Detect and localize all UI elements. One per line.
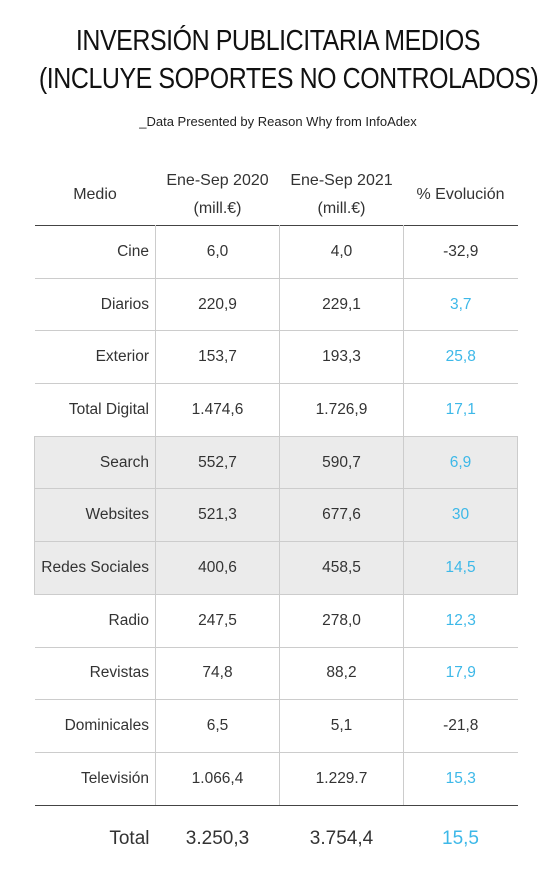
total-2020: 3.250,3 — [185, 827, 250, 849]
table-header-row: Medio Ene-Sep 2020 (mill.€) Ene-Sep 2021… — [35, 165, 518, 226]
total-row: Total 3.250,3 3.754,4 15,5 — [35, 805, 518, 872]
row-2021: 278,0 — [279, 593, 404, 648]
row-2020: 521,3 — [155, 488, 280, 543]
row-evolucion: 12,3 — [403, 593, 518, 648]
row-medio: Dominicales — [34, 699, 156, 753]
table-row: Diarios 220,9 229,1 3,7 — [34, 277, 518, 332]
row-evolucion: 15,3 — [403, 751, 518, 806]
title-line-1: INVERSIÓN PUBLICITARIA MEDIOS — [75, 25, 481, 57]
row-2021: 193,3 — [279, 330, 404, 385]
row-2020: 6,5 — [155, 699, 280, 753]
table-row: Total Digital 1.474,6 1.726,9 17,1 — [34, 383, 518, 437]
subtitle: _Data Presented by Reason Why from InfoA… — [139, 114, 417, 129]
row-medio: Cine — [34, 225, 156, 279]
row-medio: Websites — [34, 488, 156, 543]
row-2021: 1.726,9 — [279, 383, 404, 437]
row-evolucion: 6,9 — [403, 435, 518, 490]
row-2020: 74,8 — [155, 646, 280, 701]
table-row: Revistas 74,8 88,2 17,9 — [34, 646, 518, 701]
header-medio: Medio — [73, 186, 117, 203]
table-row: Search 552,7 590,7 6,9 — [34, 435, 518, 490]
row-evolucion: -21,8 — [403, 699, 518, 753]
row-2021: 1.229.7 — [279, 751, 404, 806]
table-row: Exterior 153,7 193,3 25,8 — [34, 330, 518, 385]
row-2020: 247,5 — [155, 593, 280, 648]
row-medio: Total Digital — [34, 383, 156, 437]
investment-table: Medio Ene-Sep 2020 (mill.€) Ene-Sep 2021… — [34, 165, 518, 872]
header-2020-line1: Ene-Sep 2020 — [166, 172, 269, 189]
row-evolucion: 14,5 — [403, 541, 518, 595]
total-2021: 3.754,4 — [309, 827, 374, 849]
row-medio: Revistas — [34, 646, 156, 701]
row-medio: Exterior — [34, 330, 156, 385]
title-line-2: (INCLUYE SOPORTES NO CONTROLADOS) — [38, 63, 539, 95]
row-medio: Search — [34, 435, 156, 490]
row-2021: 5,1 — [279, 699, 404, 753]
row-2021: 4,0 — [279, 225, 404, 279]
total-label: Total — [109, 827, 150, 849]
row-2021: 458,5 — [279, 541, 404, 595]
header-2020: Ene-Sep 2020 (mill.€) — [156, 165, 280, 226]
row-evolucion: -32,9 — [403, 225, 518, 279]
table-row: Cine 6,0 4,0 -32,9 — [34, 225, 518, 279]
row-2021: 88,2 — [279, 646, 404, 701]
header-2021-line2: (mill.€) — [317, 200, 366, 217]
table-row: Redes Sociales 400,6 458,5 14,5 — [34, 541, 518, 595]
header-2021: Ene-Sep 2021 (mill.€) — [280, 165, 404, 226]
row-evolucion: 30 — [403, 488, 518, 543]
row-evolucion: 17,1 — [403, 383, 518, 437]
row-evolucion: 25,8 — [403, 330, 518, 385]
header-evolucion: % Evolución — [416, 186, 505, 203]
row-2021: 590,7 — [279, 435, 404, 490]
header-2021-line1: Ene-Sep 2021 — [290, 172, 393, 189]
header-2020-line2: (mill.€) — [193, 200, 242, 217]
row-2021: 229,1 — [279, 277, 404, 332]
row-medio: Redes Sociales — [34, 541, 156, 595]
row-2020: 220,9 — [155, 277, 280, 332]
row-evolucion: 17,9 — [403, 646, 518, 701]
row-2021: 677,6 — [279, 488, 404, 543]
total-evolucion: 15,5 — [442, 827, 479, 849]
row-2020: 6,0 — [155, 225, 280, 279]
row-2020: 400,6 — [155, 541, 280, 595]
table-row: Dominicales 6,5 5,1 -21,8 — [34, 699, 518, 753]
row-medio: Radio — [34, 593, 156, 648]
row-evolucion: 3,7 — [403, 277, 518, 332]
row-2020: 1.474,6 — [155, 383, 280, 437]
page-title: INVERSIÓN PUBLICITARIA MEDIOS (INCLUYE S… — [38, 22, 539, 98]
table-row: Websites 521,3 677,6 30 — [34, 488, 518, 543]
row-2020: 552,7 — [155, 435, 280, 490]
row-2020: 1.066,4 — [155, 751, 280, 806]
table-row: Radio 247,5 278,0 12,3 — [34, 593, 518, 648]
row-medio: Televisión — [34, 751, 156, 806]
table-row: Televisión 1.066,4 1.229.7 15,3 — [34, 751, 518, 806]
row-2020: 153,7 — [155, 330, 280, 385]
row-medio: Diarios — [34, 277, 156, 332]
